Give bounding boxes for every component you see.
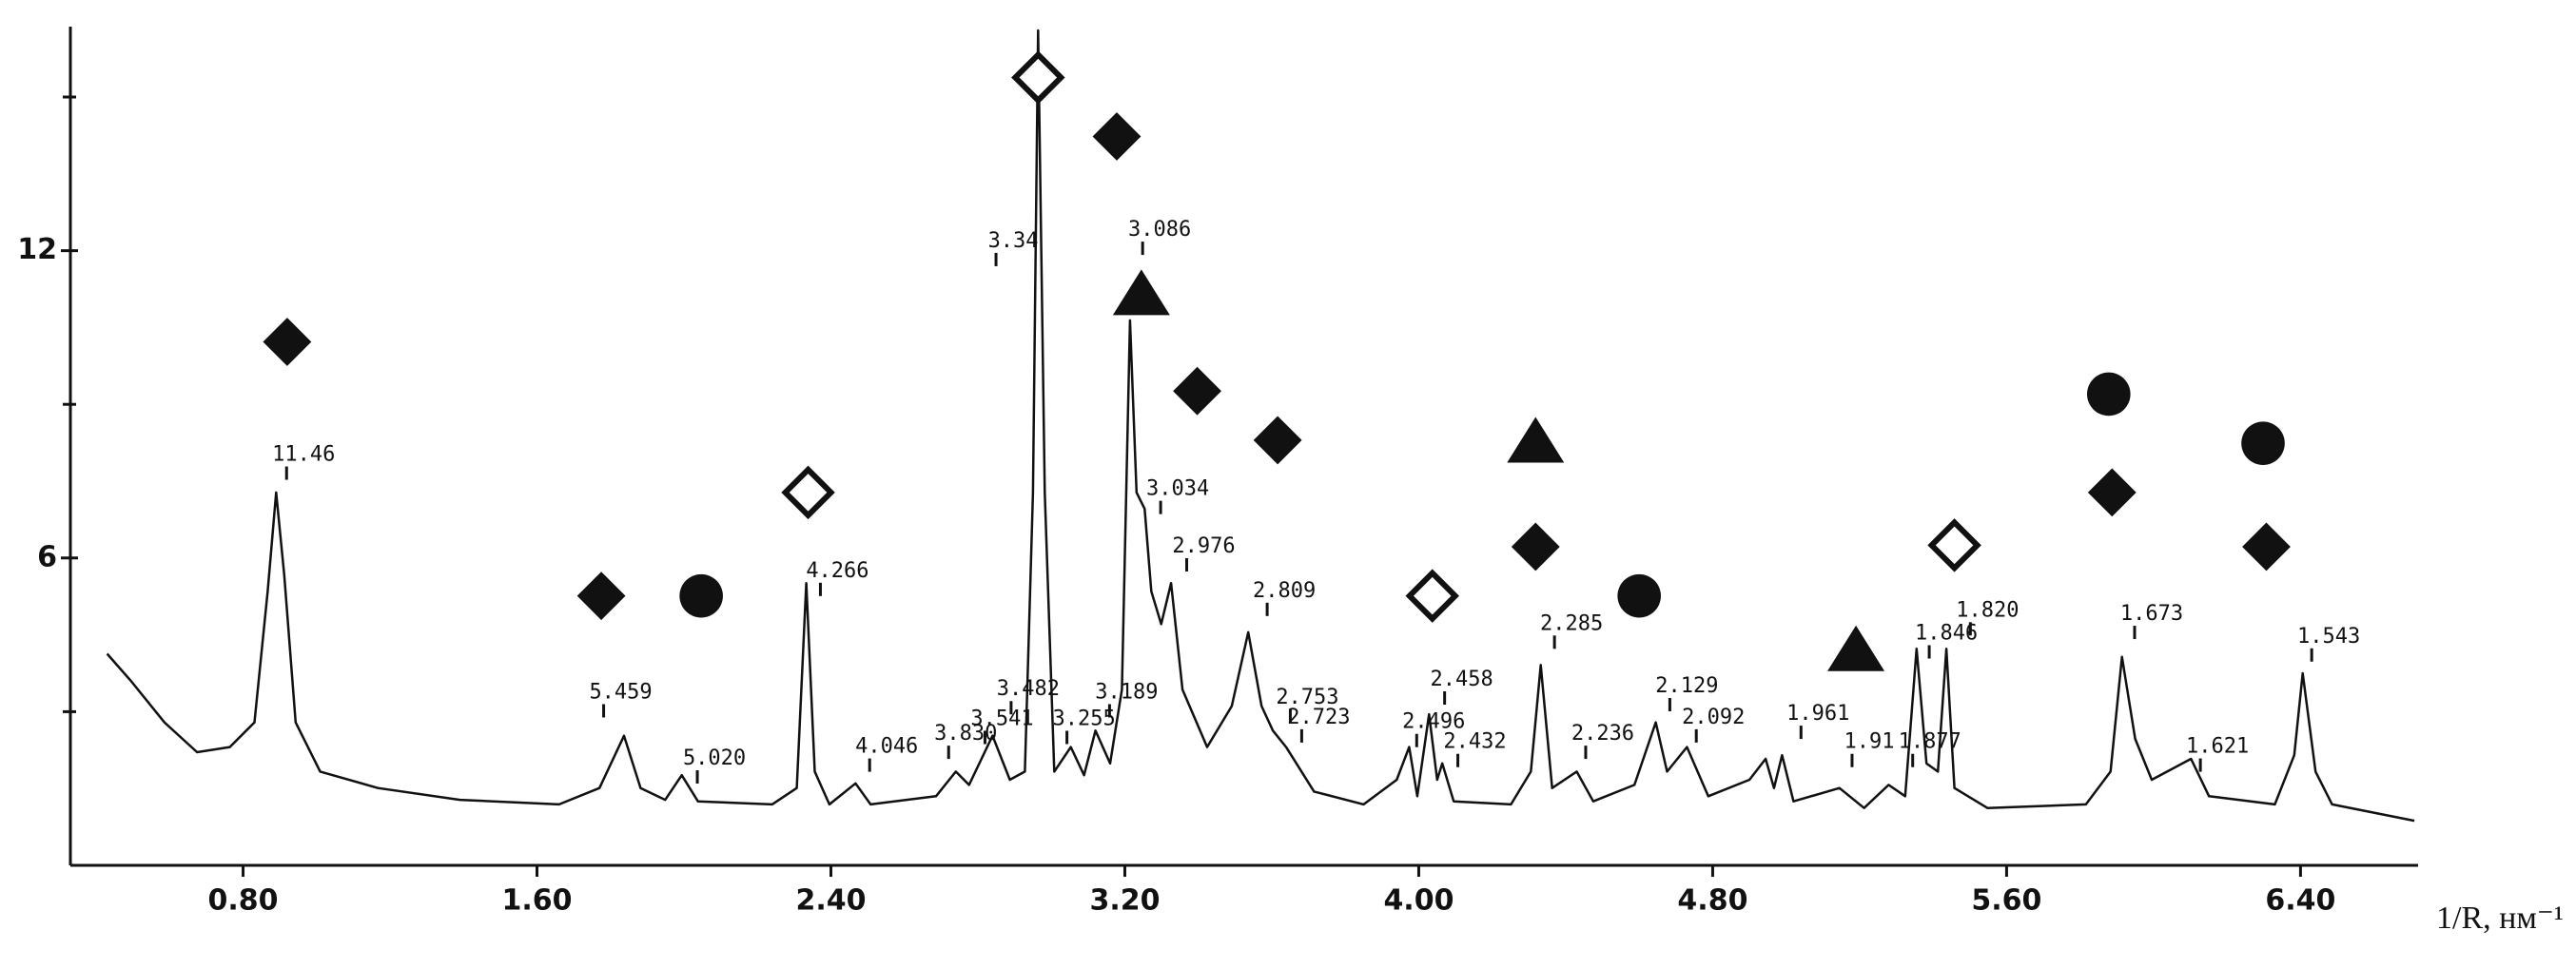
peak-label: 2.236 (1571, 722, 1634, 746)
symbol-circle (1617, 573, 1661, 618)
symbol-diamond (1253, 416, 1302, 465)
symbol-circle (679, 573, 723, 618)
symbol-triangle (1507, 417, 1565, 463)
peak-label: 2.976 (1172, 534, 1235, 558)
peak-label: 4.266 (806, 559, 868, 583)
symbol-diamond (263, 318, 312, 366)
symbol-triangle (1112, 269, 1170, 316)
peak-label: 1.820 (1956, 598, 2019, 622)
peak-label: 2.458 (1431, 668, 1493, 691)
x-tick-label: 3.20 (1089, 884, 1160, 918)
symbol-diamond (1092, 112, 1142, 161)
peak-label: 3.189 (1095, 680, 1158, 704)
x-axis-title: 1/R, нм⁻¹ (2436, 901, 2564, 936)
peak-label: 5.020 (683, 746, 746, 770)
symbol-open-diamond (1927, 518, 1981, 572)
peak-label: 3.34 (988, 229, 1039, 253)
peak-label: 2.753 (1276, 686, 1338, 709)
peak-label: 1.91 (1844, 730, 1894, 754)
peak-label: 5.459 (589, 680, 652, 704)
y-tick-label: 6 (37, 540, 57, 573)
y-tick-label: 12 (17, 233, 57, 266)
symbol-open-diamond (781, 465, 835, 520)
peak-label: 11.46 (272, 443, 335, 467)
symbol-circle (2241, 421, 2285, 465)
peak-label: 3.482 (997, 677, 1060, 701)
peak-label: 2.092 (1682, 706, 1745, 729)
peak-label: 3.255 (1052, 707, 1115, 730)
peak-label: 2.496 (1402, 710, 1465, 734)
symbol-circle (2086, 372, 2131, 417)
x-tick-label: 2.40 (795, 884, 866, 918)
x-tick-label: 4.80 (1677, 884, 1747, 918)
symbol-diamond (2087, 468, 2137, 517)
peak-label: 2.285 (1540, 611, 1603, 635)
peak-label: 3.086 (1128, 218, 1191, 242)
symbol-diamond (576, 572, 626, 621)
symbol-triangle (1827, 625, 1885, 671)
x-tick-label: 6.40 (2265, 884, 2335, 918)
symbol-open-diamond (1405, 569, 1459, 623)
peak-label: 1.846 (1915, 622, 1978, 646)
peak-label: 1.961 (1786, 702, 1849, 726)
peak-label: 2.432 (1443, 730, 1506, 754)
peak-label: 2.809 (1253, 579, 1316, 603)
peak-label: 3.034 (1146, 477, 1209, 501)
symbol-diamond (2242, 522, 2291, 572)
peak-label: 1.877 (1899, 730, 1961, 754)
peak-label: 1.621 (2186, 735, 2249, 759)
peak-label: 2.723 (1287, 706, 1350, 729)
symbol-diamond (1511, 522, 1560, 572)
peak-label: 4.046 (855, 735, 918, 759)
symbol-open-diamond (1011, 50, 1065, 105)
symbol-diamond (1173, 366, 1221, 416)
peak-label: 1.543 (2297, 625, 2360, 649)
peak-label: 3.830 (934, 722, 997, 746)
peak-label: 2.129 (1655, 674, 1718, 698)
x-tick-label: 0.80 (208, 884, 279, 918)
x-tick-label: 1.60 (501, 884, 572, 918)
peak-label: 1.673 (2120, 602, 2183, 626)
spectrum-line (106, 29, 2415, 823)
x-tick-label: 4.00 (1383, 884, 1454, 918)
x-tick-label: 5.60 (1971, 884, 2041, 918)
peak-label: 3.541 (970, 707, 1033, 730)
